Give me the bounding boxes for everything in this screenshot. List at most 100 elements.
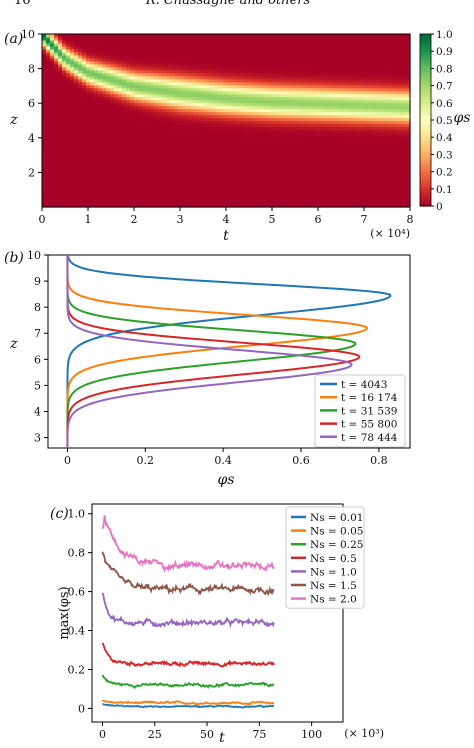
heatmap-cell (310, 48, 315, 53)
heatmap-cell (226, 198, 231, 202)
heatmap-cell (114, 42, 119, 47)
heatmap-cell (58, 192, 63, 196)
heatmap-cell (294, 171, 299, 175)
heatmap-cell (154, 45, 159, 50)
heatmap-cell (166, 138, 171, 142)
heatmap-cell (302, 54, 307, 59)
heatmap-cell (174, 192, 179, 196)
heatmap-cell (302, 102, 307, 107)
heatmap-cell (134, 117, 139, 122)
heatmap-cell (170, 78, 175, 83)
heatmap-cell (94, 177, 99, 181)
heatmap-cell (94, 159, 99, 163)
heatmap-cell (158, 111, 163, 116)
heatmap-cell (142, 96, 147, 101)
heatmap-cell (202, 45, 207, 50)
heatmap-cell (262, 129, 267, 134)
heatmap-cell (190, 66, 195, 71)
heatmap-cell (290, 159, 295, 163)
heatmap-cell (150, 120, 155, 125)
heatmap-cell (210, 105, 215, 110)
heatmap-cell (274, 171, 279, 175)
page-number: 16 (14, 0, 31, 8)
heatmap-cell (190, 162, 195, 166)
heatmap-cell (70, 66, 75, 71)
heatmap-cell (302, 81, 307, 86)
heatmap-cell (214, 144, 219, 148)
heatmap-cell (366, 117, 371, 122)
heatmap-cell (366, 189, 371, 193)
heatmap-cell (278, 108, 283, 113)
heatmap-cell (314, 195, 319, 199)
heatmap-cell (62, 117, 67, 122)
heatmap-cell (82, 114, 87, 119)
heatmap-cell (246, 138, 251, 142)
heatmap-cell (46, 81, 51, 86)
heatmap-cell (262, 201, 267, 205)
heatmap-cell (66, 84, 71, 89)
heatmap-cell (238, 36, 243, 41)
heatmap-cell (378, 144, 383, 148)
heatmap-cell (258, 90, 263, 95)
heatmap-cell (318, 120, 323, 125)
heatmap-cell (166, 90, 171, 95)
heatmap-cell (334, 108, 339, 113)
heatmap-cell (134, 34, 139, 38)
heatmap-cell (50, 159, 55, 163)
heatmap-cell (350, 105, 355, 110)
heatmap-cell (154, 153, 159, 157)
heatmap-cell (366, 36, 371, 41)
heatmap-cell (42, 57, 47, 62)
heatmap-cell (378, 87, 383, 92)
heatmap-cell (146, 99, 151, 104)
heatmap-cell (338, 99, 343, 104)
heatmap-cell (50, 69, 55, 74)
heatmap-cell (178, 36, 183, 41)
heatmap-cell (102, 159, 107, 163)
heatmap-cell (130, 45, 135, 50)
heatmap-cell (42, 159, 47, 163)
heatmap-cell (350, 174, 355, 178)
heatmap-cell (114, 75, 119, 80)
heatmap-cell (218, 189, 223, 193)
heatmap-cell (206, 165, 211, 169)
heatmap-cell (206, 138, 211, 142)
heatmap-cell (326, 165, 331, 169)
heatmap-cell (274, 69, 279, 74)
heatmap-cell (190, 36, 195, 41)
heatmap-cell (370, 72, 375, 77)
heatmap-cell (194, 102, 199, 107)
heatmap-cell (310, 69, 315, 74)
heatmap-cell (190, 132, 195, 137)
heatmap-cell (322, 78, 327, 83)
heatmap-cell (338, 192, 343, 196)
heatmap-cell (294, 141, 299, 145)
heatmap-cell (266, 189, 271, 193)
heatmap-cell (138, 102, 143, 107)
heatmap-cell (130, 34, 135, 38)
heatmap-cell (170, 201, 175, 205)
heatmap-cell (114, 150, 119, 154)
heatmap-cell (66, 72, 71, 77)
heatmap-cell (326, 102, 331, 107)
heatmap-cell (306, 102, 311, 107)
heatmap-cell (346, 165, 351, 169)
heatmap-cell (370, 186, 375, 190)
heatmap-cell (94, 168, 99, 172)
heatmap-cell (62, 150, 67, 154)
heatmap-cell (374, 144, 379, 148)
heatmap-cell (90, 93, 95, 98)
heatmap-cell (294, 123, 299, 128)
heatmap-cell (314, 96, 319, 101)
heatmap-cell (94, 45, 99, 50)
heatmap-cell (174, 156, 179, 160)
heatmap-cell (162, 171, 167, 175)
heatmap-cell (382, 51, 387, 56)
heatmap-cell (46, 165, 51, 169)
heatmap-cell (234, 165, 239, 169)
heatmap-cell (258, 171, 263, 175)
heatmap-cell (270, 69, 275, 74)
heatmap-cell (118, 174, 123, 178)
heatmap-cell (74, 54, 79, 59)
heatmap-cell (146, 90, 151, 95)
